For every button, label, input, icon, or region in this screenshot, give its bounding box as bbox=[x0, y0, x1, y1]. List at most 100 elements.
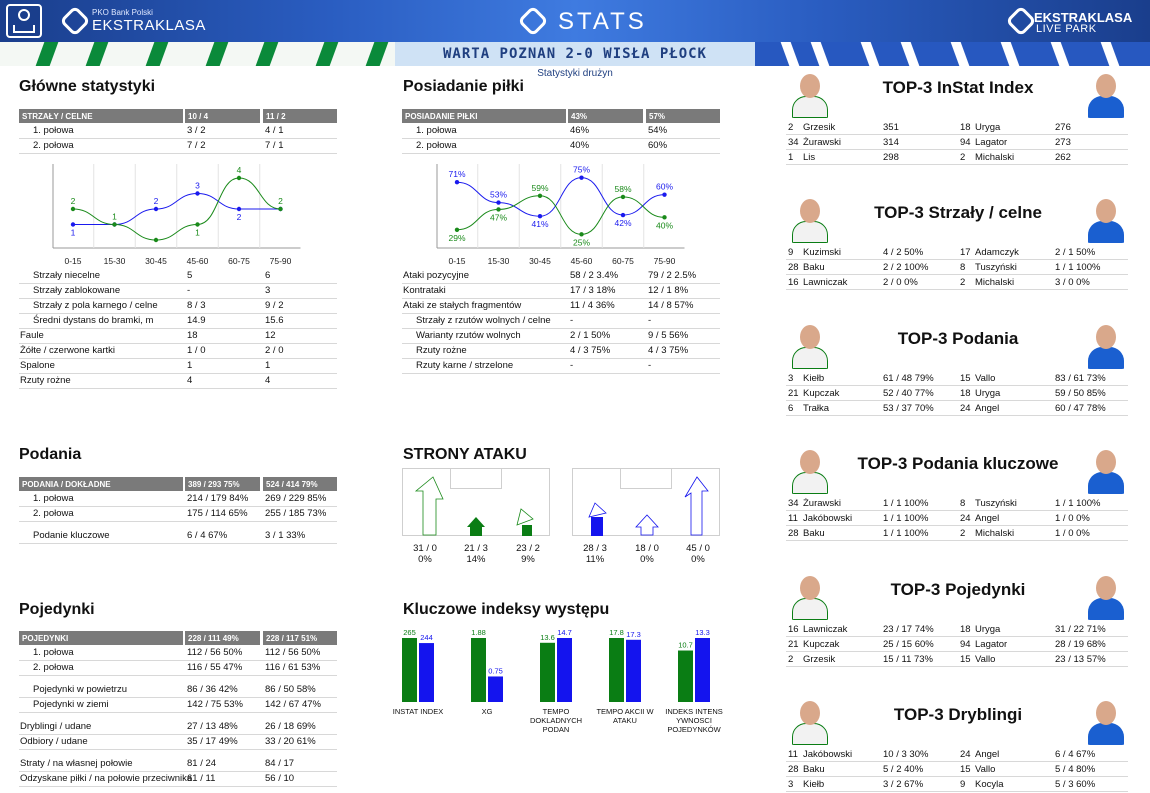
player-value: 273 bbox=[1055, 137, 1071, 148]
player-shirt bbox=[1088, 472, 1124, 494]
top3-title: TOP-3 Strzały / celne bbox=[874, 203, 1042, 222]
table-row: Ataki pozycyjne 58 / 2 3.4% 79 / 2 2.5% bbox=[402, 269, 720, 284]
row-label: 1. połowa bbox=[33, 493, 74, 504]
data-label: 29% bbox=[448, 233, 465, 243]
home-player-photo bbox=[790, 70, 830, 118]
player-name: Angel bbox=[975, 403, 1000, 414]
attack-left-home: 31 / 0 0% bbox=[413, 543, 437, 565]
data-label: 53% bbox=[490, 190, 507, 200]
player-value: 60 / 47 78% bbox=[1055, 403, 1106, 414]
top3-row bbox=[786, 652, 1128, 667]
player-number: 9 bbox=[788, 247, 794, 258]
player-number: 94 bbox=[960, 137, 971, 148]
row-label: Strzały z rzutów wolnych / celne bbox=[416, 315, 551, 326]
league-label: EKSTRAKLASA bbox=[92, 17, 206, 34]
table-row: Rzuty rożne 4 / 3 75% 4 / 3 75% bbox=[402, 344, 720, 359]
row-home: 116 / 55 47% bbox=[187, 662, 243, 673]
row-home: 86 / 36 42% bbox=[187, 684, 238, 695]
player-value: 25 / 15 60% bbox=[883, 639, 934, 650]
player-name: Żurawski bbox=[803, 498, 842, 509]
player-name: Kuzimski bbox=[803, 247, 842, 258]
data-label: 2 bbox=[237, 212, 242, 222]
top3-title: TOP-3 InStat Index bbox=[882, 78, 1034, 97]
table-row: Strzały niecelne 5 6 bbox=[19, 269, 337, 284]
player-value: 23 / 17 74% bbox=[883, 624, 934, 635]
data-point bbox=[496, 200, 501, 205]
player-number: 24 bbox=[960, 749, 971, 760]
key-indexes-chart: 265 244 INSTAT INDEX 1.88 0.75 XG 13.614.7 TEMP… bbox=[393, 628, 723, 734]
row-label: Podanie kluczowe bbox=[33, 530, 110, 541]
player-name: Tuszyński bbox=[975, 498, 1017, 509]
data-point bbox=[112, 222, 117, 227]
row-home: 81 / 24 bbox=[187, 758, 217, 769]
away-stripes bbox=[755, 42, 1150, 66]
table-row: Rzuty karne / strzelone - - bbox=[402, 359, 720, 374]
top3-row bbox=[786, 401, 1128, 416]
table-row: Żółte / czerwone kartki 1 / 0 2 / 0 bbox=[19, 344, 337, 359]
row-home: 4 / 3 75% bbox=[570, 345, 611, 356]
club-logo-icon bbox=[6, 4, 42, 38]
player-value: 5 / 3 60% bbox=[1055, 779, 1096, 790]
data-point bbox=[195, 222, 200, 227]
home-player-photo bbox=[790, 446, 830, 494]
player-name: Kiełb bbox=[803, 779, 825, 790]
series-line bbox=[456, 195, 665, 235]
player-shirt bbox=[1088, 347, 1124, 369]
player-shirt bbox=[1088, 598, 1124, 620]
category-label: XG bbox=[482, 707, 493, 716]
category-label: INSTAT INDEX bbox=[393, 707, 443, 716]
row-away: 4 / 1 bbox=[265, 125, 284, 136]
player-name: Baku bbox=[803, 764, 825, 775]
player-name: Lagator bbox=[975, 639, 1008, 650]
row-home: 4 bbox=[187, 375, 193, 386]
data-point bbox=[579, 175, 584, 180]
away-player-photo bbox=[1086, 572, 1126, 620]
row-away: 14 / 8 57% bbox=[648, 300, 694, 311]
player-number: 28 bbox=[788, 528, 799, 539]
data-label: 25% bbox=[573, 237, 590, 247]
player-shirt bbox=[792, 723, 828, 745]
top3-row bbox=[786, 496, 1128, 511]
row-label: Strzały zablokowane bbox=[33, 285, 121, 296]
row-home: 5 bbox=[187, 270, 193, 281]
player-head bbox=[800, 74, 820, 98]
player-head bbox=[800, 576, 820, 600]
attack-right-away: 45 / 0 0% bbox=[686, 543, 710, 565]
player-number: 2 bbox=[788, 122, 794, 133]
bar-label: 0.75 bbox=[488, 666, 503, 675]
row-away: 33 / 20 61% bbox=[265, 736, 316, 747]
header-home: 228 / 111 49% bbox=[185, 631, 260, 645]
row-home: 6 / 4 67% bbox=[187, 530, 228, 541]
row-home: 112 / 56 50% bbox=[187, 647, 243, 658]
row-home: 46% bbox=[570, 125, 590, 136]
row-away: 3 bbox=[265, 285, 271, 296]
row-home: 3 / 2 bbox=[187, 125, 206, 136]
duels-title: Pojedynki bbox=[19, 601, 95, 618]
attack-right-home: 23 / 2 9% bbox=[516, 543, 540, 565]
match-title: WARTA POZNAN 2-0 WISŁA PŁOCK bbox=[442, 46, 707, 62]
table-row: Strzały z rzutów wolnych / celne - - bbox=[402, 314, 720, 329]
bar-away bbox=[626, 639, 641, 702]
player-name: Grzesik bbox=[803, 122, 836, 133]
player-number: 28 bbox=[788, 262, 799, 273]
row-label: Dryblingi / udane bbox=[20, 721, 92, 732]
top3-row bbox=[786, 747, 1128, 762]
player-value: 4 / 2 50% bbox=[883, 247, 924, 258]
player-number: 18 bbox=[960, 388, 971, 399]
player-head bbox=[1096, 74, 1116, 98]
player-number: 15 bbox=[960, 764, 971, 775]
row-home: 1 bbox=[187, 360, 193, 371]
player-shirt bbox=[1088, 723, 1124, 745]
away-player-photo bbox=[1086, 446, 1126, 494]
data-point bbox=[537, 214, 543, 219]
player-value: 351 bbox=[883, 122, 899, 133]
data-point bbox=[153, 206, 159, 212]
series-line bbox=[456, 177, 665, 217]
data-label: 47% bbox=[490, 212, 507, 222]
row-home: - bbox=[570, 360, 574, 371]
player-number: 24 bbox=[960, 513, 971, 524]
player-name: Michalski bbox=[975, 277, 1015, 288]
player-value: 1 / 1 100% bbox=[883, 528, 929, 539]
row-away: 15.6 bbox=[265, 315, 284, 326]
possession-title: Posiadanie piłki bbox=[403, 78, 524, 95]
